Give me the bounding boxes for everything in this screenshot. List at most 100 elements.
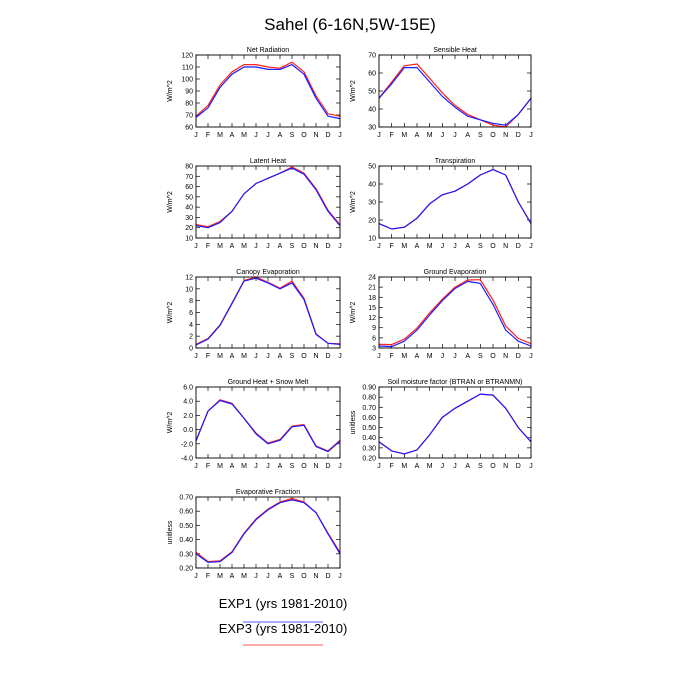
y-tick-label: 3 [372, 346, 376, 353]
x-tick-label: J [338, 353, 342, 360]
plot-frame [195, 386, 341, 459]
series-line [195, 399, 341, 453]
x-tick-label: J [529, 132, 533, 139]
x-tick-label: F [390, 353, 394, 360]
y-axis-label: W/m^2 [167, 302, 174, 324]
x-tick-label: A [278, 573, 283, 580]
panel-title: Net Radiation [247, 47, 290, 54]
y-tick-label: 2 [189, 334, 193, 341]
x-tick-label: J [453, 243, 457, 250]
y-tick-label: 30 [185, 215, 193, 222]
y-tick-label: 15 [368, 305, 376, 312]
x-tick-label: N [503, 463, 508, 470]
x-tick-label: J [377, 132, 381, 139]
x-tick-label: D [516, 132, 521, 139]
y-tick-label: 70 [185, 113, 193, 120]
y-tick-label: 6 [372, 335, 376, 342]
y-tick-label: 0.60 [362, 415, 376, 422]
x-tick-label: S [290, 243, 295, 250]
x-tick-label: M [241, 463, 247, 470]
x-tick-label: J [441, 243, 445, 250]
y-tick-label: 110 [182, 65, 193, 72]
x-tick-label: F [390, 132, 394, 139]
x-tick-label: N [503, 243, 508, 250]
series-line [195, 497, 341, 563]
series-line [378, 169, 532, 230]
y-tick-label: 40 [368, 107, 376, 114]
x-tick-label: J [266, 132, 270, 139]
x-tick-label: A [278, 132, 283, 139]
panel-8: Soil moisture factor (BTRAN or BTRANMN) u… [350, 379, 533, 470]
y-tick-label: 0.30 [362, 445, 376, 452]
y-tick-label: -4.0 [181, 456, 193, 463]
x-tick-label: F [206, 353, 210, 360]
y-tick-label: 100 [181, 77, 193, 84]
x-tick-label: J [453, 463, 457, 470]
y-tick-label: 80 [185, 164, 193, 171]
x-tick-label: J [377, 463, 381, 470]
panel-title: Transpiration [435, 158, 476, 165]
x-tick-label: J [338, 243, 342, 250]
x-tick-label: J [441, 463, 445, 470]
y-tick-label: 70 [368, 53, 376, 60]
y-tick-label: 0.30 [179, 551, 193, 558]
panel-9: Evaporative Fraction unitless 0.20 0.30 0.40… [167, 489, 342, 580]
x-tick-label: A [278, 353, 283, 360]
panel-title: Ground Evaporation [424, 269, 487, 276]
x-tick-label: S [478, 132, 483, 139]
y-tick-label: 6 [189, 310, 193, 317]
plot-frame [195, 54, 341, 128]
y-tick-label: 21 [368, 285, 376, 292]
x-tick-label: S [290, 132, 295, 139]
x-tick-label: M [241, 132, 247, 139]
x-tick-label: A [465, 132, 470, 139]
x-tick-label: J [453, 132, 457, 139]
x-tick-label: J [266, 573, 270, 580]
x-tick-label: N [503, 132, 508, 139]
y-tick-label: 80 [185, 101, 193, 108]
x-tick-label: M [427, 353, 433, 360]
x-tick-label: S [290, 463, 295, 470]
y-tick-label: 0.60 [179, 509, 193, 516]
y-tick-label: 40 [185, 205, 193, 212]
x-tick-label: D [516, 463, 521, 470]
x-tick-label: M [241, 573, 247, 580]
x-tick-label: F [390, 463, 394, 470]
x-tick-label: A [230, 463, 235, 470]
series-line [195, 276, 341, 345]
x-tick-label: J [377, 353, 381, 360]
x-tick-label: J [254, 353, 258, 360]
x-tick-label: J [194, 132, 198, 139]
x-tick-label: J [254, 463, 258, 470]
x-tick-label: D [516, 243, 521, 250]
y-tick-label: 0.40 [362, 435, 376, 442]
y-tick-label: 70 [185, 174, 193, 181]
y-tick-label: 0.50 [362, 425, 376, 432]
x-tick-label: J [453, 353, 457, 360]
x-tick-label: M [427, 463, 433, 470]
x-tick-label: D [516, 353, 521, 360]
x-tick-label: O [490, 243, 496, 250]
series-line [378, 279, 532, 346]
x-tick-label: S [478, 353, 483, 360]
x-tick-label: J [529, 463, 533, 470]
x-tick-label: M [427, 132, 433, 139]
x-tick-label: O [490, 132, 496, 139]
x-tick-label: J [529, 243, 533, 250]
x-tick-label: J [338, 463, 342, 470]
x-tick-label: J [254, 243, 258, 250]
x-tick-label: A [465, 243, 470, 250]
y-axis-label: W/m^2 [167, 80, 174, 102]
x-tick-label: O [301, 463, 307, 470]
series-line [195, 61, 341, 117]
x-tick-label: M [427, 243, 433, 250]
series-line [378, 63, 532, 128]
x-tick-label: A [415, 353, 420, 360]
y-tick-label: 20 [185, 225, 193, 232]
y-tick-label: 60 [185, 184, 193, 191]
x-tick-label: F [390, 243, 394, 250]
y-tick-label: 0.20 [179, 566, 193, 573]
plot-frame [195, 496, 341, 569]
